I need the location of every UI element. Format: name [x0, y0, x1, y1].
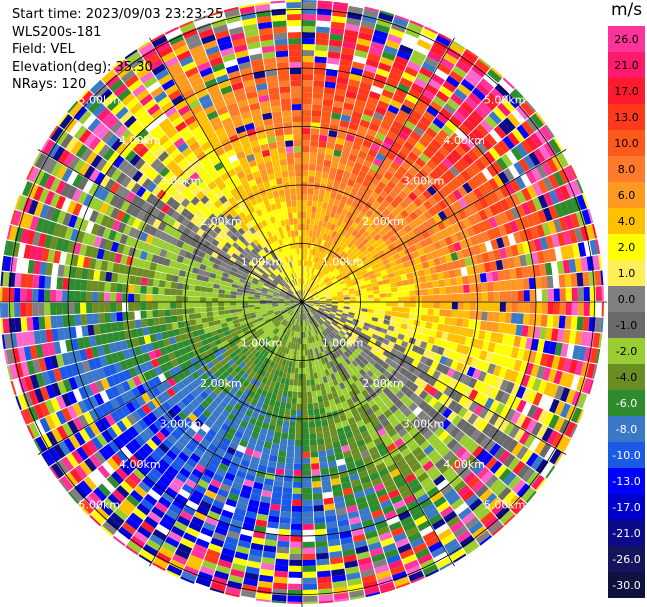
colorbar-tick-label: -1.0 — [616, 319, 637, 332]
colorbar-segment — [608, 286, 645, 312]
colorbar-segment — [608, 78, 645, 104]
azimuth-lines — [0, 0, 607, 607]
field-name: Field: VEL — [12, 42, 75, 57]
range-label: 2.00km — [200, 377, 242, 390]
scan-info: Start time: 2023/09/03 23:23:25 WLS200s-… — [12, 6, 223, 94]
range-label: 4.00km — [443, 134, 485, 147]
range-label: 5.00km — [79, 499, 121, 512]
colorbar-unit: m/s — [611, 0, 643, 20]
colorbar-segment — [608, 260, 645, 286]
range-label: 3.00km — [160, 174, 202, 187]
azimuth-line — [301, 301, 567, 455]
colorbar-segment — [608, 442, 645, 468]
colorbar-segment — [608, 26, 645, 52]
colorbar-segment — [608, 546, 645, 572]
azimuth-line — [301, 37, 455, 303]
range-label: 5.00km — [484, 499, 526, 512]
range-label: 1.00km — [241, 256, 283, 269]
azimuth-line — [301, 149, 567, 303]
colorbar-segment — [608, 156, 645, 182]
colorbar-tick-label: 6.0 — [618, 189, 636, 202]
velocity-colorbar: 26.0 21.0 17.0 13.0 10.0 8.0 6.0 4.0 2.0 1.0 0.0 -1… — [608, 26, 645, 598]
colorbar-tick-label: 26.0 — [614, 33, 639, 46]
colorbar-segment — [608, 390, 645, 416]
range-label: 1.00km — [322, 256, 364, 269]
colorbar-segment — [608, 208, 645, 234]
azimuth-line — [149, 37, 303, 303]
range-label: 2.00km — [362, 215, 404, 228]
colorbar-segment — [608, 234, 645, 260]
range-label: 5.00km — [484, 93, 526, 106]
colorbar-tick-label: -21.0 — [612, 527, 640, 540]
velocity-rays — [0, 0, 604, 604]
colorbar-tick-label: -30.0 — [612, 579, 640, 592]
range-label: 1.00km — [241, 337, 283, 350]
colorbar-tick-label: 4.0 — [618, 215, 636, 228]
station-name: WLS200s-181 — [12, 24, 102, 40]
colorbar-tick-label: 17.0 — [614, 85, 639, 98]
range-label: 4.00km — [119, 458, 161, 471]
azimuth-line — [301, 301, 455, 567]
colorbar-segment — [608, 468, 645, 494]
colorbar-tick-label: 21.0 — [614, 59, 639, 72]
colorbar-segment — [608, 364, 645, 390]
colorbar-segment — [608, 572, 645, 598]
colorbar-tick-label: 0.0 — [618, 293, 636, 306]
colorbar-tick-label: -6.0 — [616, 397, 637, 410]
range-label: 3.00km — [160, 418, 202, 431]
azimuth-line — [37, 301, 303, 455]
colorbar-segment — [608, 312, 645, 338]
colorbar-segment — [608, 104, 645, 130]
elevation: Elevation(deg): 35.30 — [12, 59, 153, 75]
colorbar-segment — [608, 416, 645, 442]
range-label: 3.00km — [403, 174, 445, 187]
colorbar-segment — [608, 182, 645, 208]
colorbar-tick-label: -26.0 — [612, 553, 640, 566]
range-label: 3.00km — [403, 418, 445, 431]
range-labels: 1.00km 1.00km 1.00km 1.00km 2.00km 2.00km 2.00… — [79, 93, 526, 511]
colorbar-tick-label: -8.0 — [616, 423, 637, 436]
colorbar-segment — [608, 494, 645, 520]
colorbar-tick-label: 13.0 — [614, 111, 639, 124]
range-label: 5.00km — [79, 93, 121, 106]
colorbar-segment — [608, 130, 645, 156]
colorbar-segment — [608, 52, 645, 78]
range-label: 1.00km — [322, 337, 364, 350]
colorbar-segment — [608, 520, 645, 546]
azimuth-line — [149, 301, 303, 567]
range-label: 2.00km — [362, 377, 404, 390]
colorbar-tick-label: 1.0 — [618, 267, 636, 280]
colorbar-tick-label: 2.0 — [618, 241, 636, 254]
start-time: Start time: 2023/09/03 23:23:25 — [12, 7, 224, 22]
colorbar-tick-label: -10.0 — [612, 449, 640, 462]
nrays: NRays: 120 — [12, 77, 87, 92]
colorbar-tick-label: 10.0 — [614, 137, 639, 150]
colorbar-tick-label: 8.0 — [618, 163, 636, 176]
colorbar-tick-label: -2.0 — [616, 345, 637, 358]
colorbar-segment — [608, 338, 645, 364]
colorbar-tick-label: -4.0 — [616, 371, 637, 384]
range-label: 2.00km — [200, 215, 242, 228]
range-label: 4.00km — [443, 458, 485, 471]
colorbar-tick-label: -17.0 — [612, 501, 640, 514]
azimuth-line — [37, 149, 303, 303]
colorbar-tick-label: -13.0 — [612, 475, 640, 488]
range-label: 4.00km — [119, 134, 161, 147]
